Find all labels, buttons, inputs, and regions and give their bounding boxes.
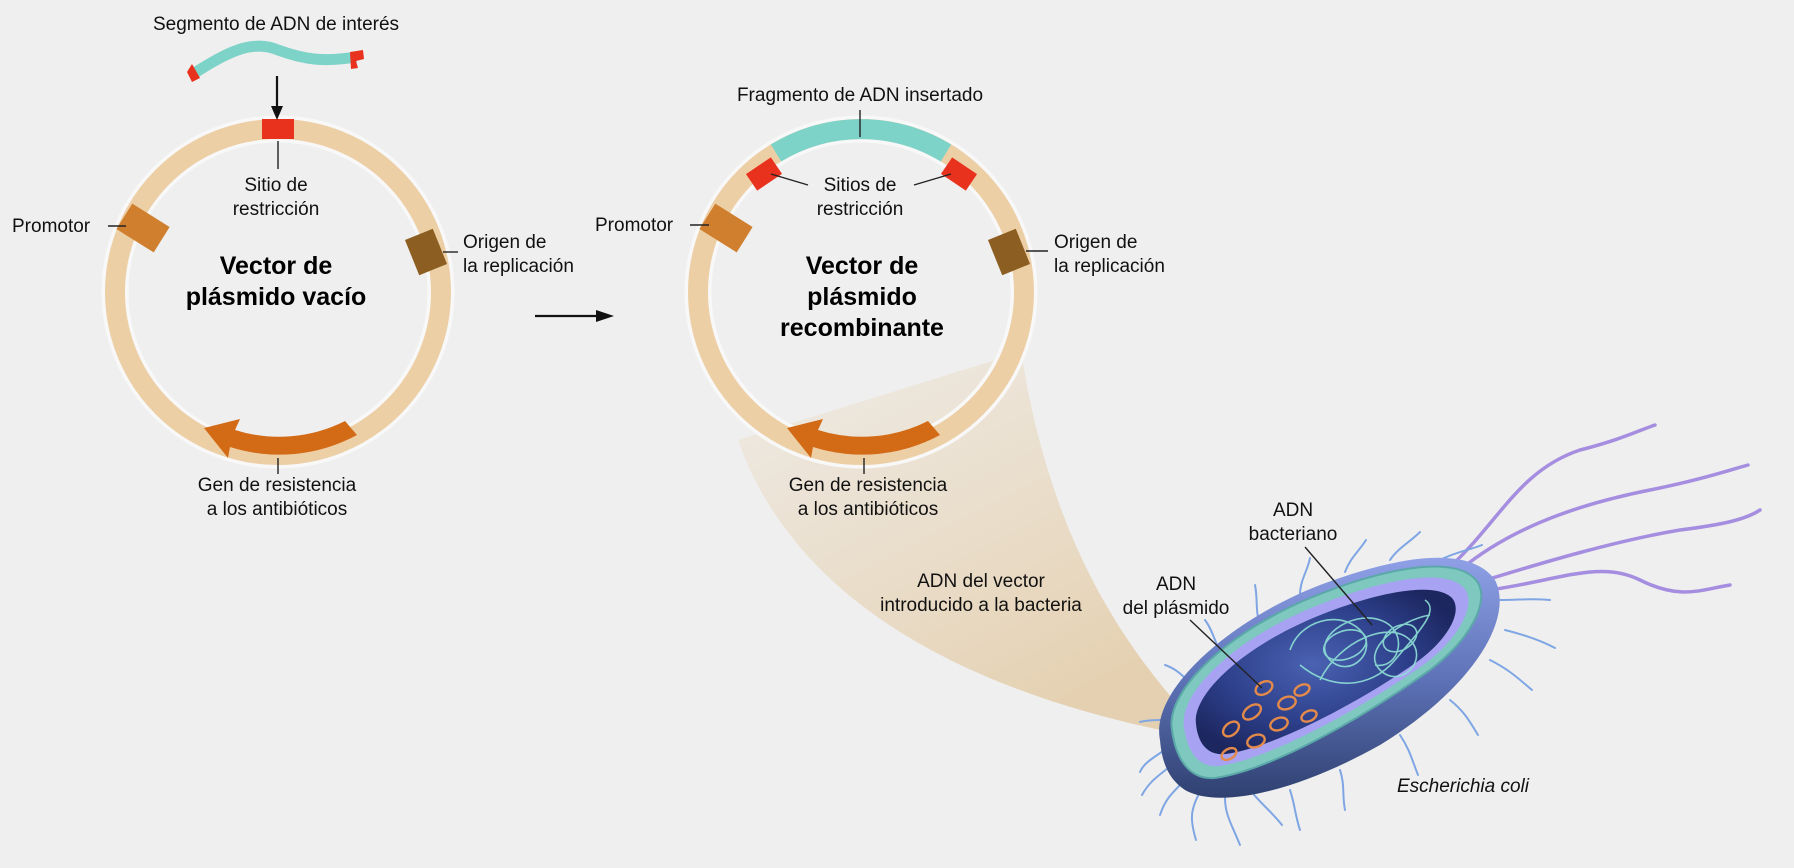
origin-label-2: la replicación <box>1054 256 1165 277</box>
resistance-label-2: a los antibióticos <box>207 499 347 520</box>
inserted-fragment-arc <box>770 119 952 162</box>
resistance-label-1: Gen de resistencia <box>198 475 357 496</box>
recombinant-plasmid-vector <box>684 115 1038 469</box>
promoter-marker <box>699 203 753 253</box>
restriction-site-label-2: restricción <box>233 199 320 220</box>
resistance-label-2: a los antibióticos <box>798 499 938 520</box>
restriction-sites-label-1: Sitios de <box>824 175 897 196</box>
promoter-label: Promotor <box>12 216 91 237</box>
origin-label-2: la replicación <box>463 256 574 277</box>
promoter-label: Promotor <box>595 215 674 236</box>
bacterial-dna-label-2: bacteriano <box>1249 524 1338 545</box>
empty-vector-title-2: plásmido vacío <box>186 283 367 311</box>
plasmid-dna-label-2: del plásmido <box>1123 598 1230 619</box>
cytoplasm <box>1195 589 1456 755</box>
recombinant-vector-title-2: plásmido <box>807 283 917 311</box>
recombinant-vector-title-1: Vector de <box>806 252 919 280</box>
resistance-gene-arrow <box>787 419 940 458</box>
vector-intro-label-2: introducido a la bacteria <box>880 595 1082 616</box>
insertion-arrowhead <box>271 106 283 120</box>
restriction-site-left <box>745 157 783 191</box>
vector-intro-label-1: ADN del vector <box>917 571 1045 592</box>
plasmid-dna-label-1: ADN <box>1156 574 1196 595</box>
empty-plasmid-vector <box>101 115 455 469</box>
flagella <box>1450 423 1762 594</box>
resistance-label-1: Gen de resistencia <box>789 475 948 496</box>
resistance-gene-arrow <box>204 419 357 458</box>
inserted-fragment-label: Fragmento de ADN insertado <box>737 85 983 106</box>
e-coli-bacterium <box>1139 423 1762 846</box>
transition-arrowhead <box>596 310 614 322</box>
restriction-site-label-1: Sitio de <box>244 175 307 196</box>
bacterial-dna <box>1289 599 1431 684</box>
origin-label-1: Origen de <box>1054 232 1137 253</box>
origin-marker <box>404 228 448 276</box>
origin-marker <box>987 228 1031 276</box>
dna-segment-of-interest <box>187 40 364 82</box>
organism-label: Escherichia coli <box>1397 776 1530 797</box>
recombinant-vector-title-3: recombinante <box>780 314 944 342</box>
restriction-sites-label-2: restricción <box>817 199 904 220</box>
segment-label: Segmento de ADN de interés <box>153 14 399 35</box>
plasmid-dna-rings <box>1220 679 1318 762</box>
promoter-marker <box>116 203 170 253</box>
origin-label-1: Origen de <box>463 232 546 253</box>
bacterial-dna-label-1: ADN <box>1273 500 1313 521</box>
restriction-site-marker <box>262 119 294 139</box>
empty-vector-title-1: Vector de <box>220 252 333 280</box>
restriction-site-right <box>940 157 978 191</box>
